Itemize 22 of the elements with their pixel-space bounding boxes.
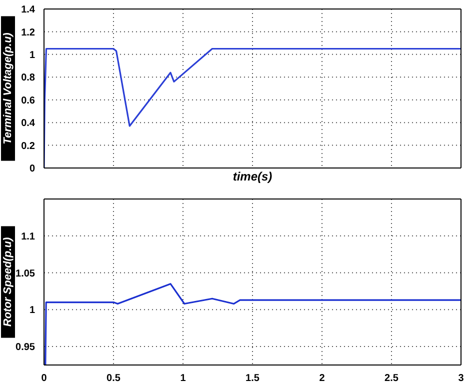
y-tick-label: 0 <box>29 164 36 175</box>
y-tick-label: 0.95 <box>16 342 36 354</box>
y-tick-label: 1.2 <box>21 27 36 38</box>
y-tick-label: 0.4 <box>21 118 36 130</box>
y-tick-label: 1 <box>29 305 36 316</box>
x-tick-label: 3 <box>458 373 464 383</box>
y-axis-title: Rotor Speed(p.u) <box>2 237 14 327</box>
x-tick-label: 2 <box>319 373 326 383</box>
x-tick-label: 2.5 <box>384 373 399 383</box>
x-tick-label: 1 <box>180 373 186 383</box>
y-tick-label: 0.8 <box>21 72 36 84</box>
x-tick-label: 1.5 <box>246 373 260 383</box>
y-tick-label: 1 <box>29 50 36 61</box>
y-tick-label: 0.6 <box>21 95 36 106</box>
y-tick-label: 1.1 <box>21 231 36 242</box>
x-tick-label: 0 <box>41 373 48 383</box>
y-tick-label: 0.2 <box>21 140 36 152</box>
y-axis-title: Terminal Voltage(p.u) <box>2 32 14 144</box>
y-tick-label: 1.05 <box>16 268 36 280</box>
y-tick-label: 1.4 <box>21 4 36 16</box>
x-axis-title: time(s) <box>232 170 272 184</box>
x-tick-label: 0.5 <box>106 373 121 383</box>
